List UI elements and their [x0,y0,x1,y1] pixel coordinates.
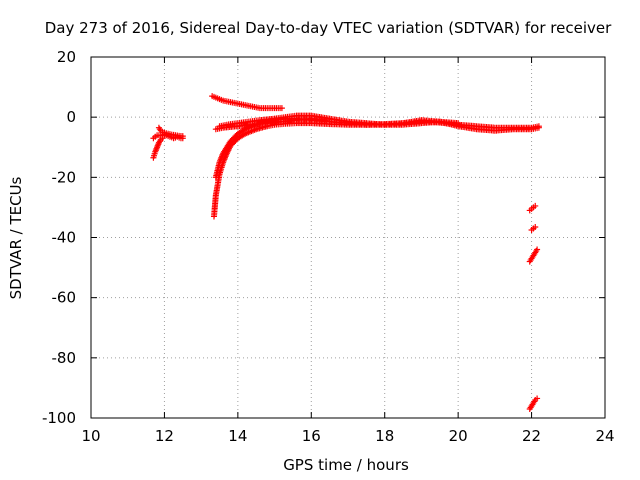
x-axis-label: GPS time / hours [283,456,409,474]
x-tick-label: 20 [449,427,468,445]
data-points [150,93,542,412]
data-point-marker [532,202,539,209]
data-point-marker [179,133,186,140]
y-axis-label: SDTVAR / TECUs [7,176,25,299]
chart-title: Day 273 of 2016, Sidereal Day-to-day VTE… [45,19,612,37]
data-point-marker [534,395,541,402]
data-series [528,223,539,233]
data-series [210,118,542,220]
x-tick-label: 22 [522,427,541,445]
x-tick-label: 10 [81,427,100,445]
data-series [209,93,285,112]
ticks [90,56,606,419]
data-series [212,115,329,133]
x-tick-label: 12 [155,427,174,445]
data-point-marker [455,120,462,127]
data-series [526,395,541,412]
x-tick-label: 16 [302,427,321,445]
data-series [526,246,541,265]
y-tick-label: -40 [52,229,77,247]
data-point-marker [322,117,329,124]
data-point-marker [159,135,166,142]
y-tick-label: 0 [66,108,76,126]
data-point-marker [532,223,539,230]
data-series [155,124,186,140]
data-point-marker [534,246,541,253]
y-tick-label: 20 [57,48,76,66]
tick-labels: 10 12 14 16 18 20 22 24 20 0 -20 -40 -60 -80 -100 [42,48,615,445]
y-tick-label: -80 [52,349,77,367]
grid [91,57,605,418]
data-series [150,135,166,161]
x-tick-label: 24 [595,427,614,445]
y-tick-label: -20 [52,168,77,186]
data-point-marker [535,124,542,131]
data-series [526,202,539,214]
x-tick-label: 14 [228,427,247,445]
y-tick-label: -100 [42,409,76,427]
y-tick-label: -60 [52,289,77,307]
data-point-marker [278,105,285,112]
x-tick-label: 18 [375,427,394,445]
